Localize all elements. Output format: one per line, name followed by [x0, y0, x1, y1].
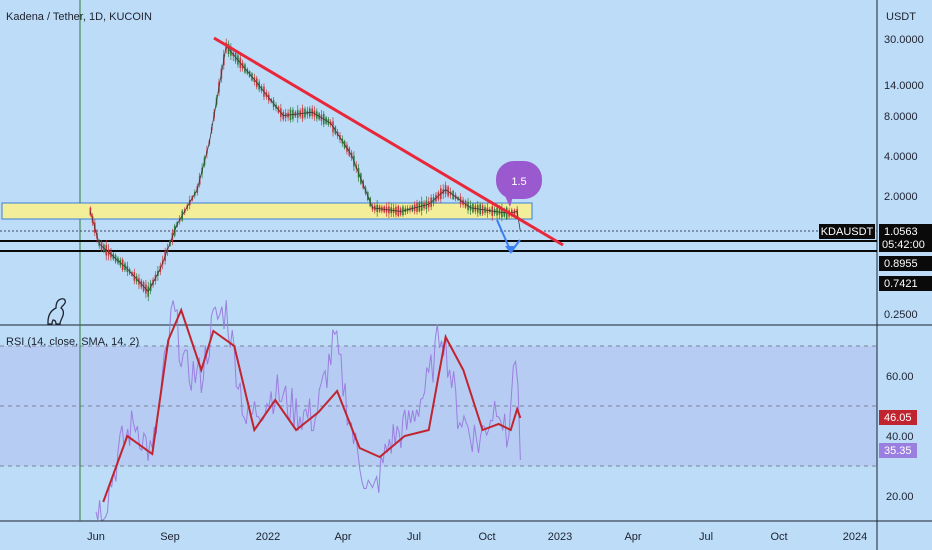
candle-body: [89, 207, 92, 216]
rsi-tick: 20.00: [886, 491, 914, 503]
price-tick: 0.2500: [884, 309, 918, 321]
rsi-sma-value-tag: 35.35: [879, 443, 917, 458]
time-label: Oct: [770, 531, 787, 543]
price-tick: 8.0000: [884, 111, 918, 123]
rsi-indicator-title[interactable]: RSI (14, close, SMA, 14, 2): [6, 336, 139, 348]
price-tick: 30.0000: [884, 34, 924, 46]
bar-countdown: 05:42:00: [882, 239, 925, 251]
price-tick: 2.0000: [884, 191, 918, 203]
chart-title: Kadena / Tether, 1D, KUCOIN: [6, 11, 152, 23]
support-zone-rectangle[interactable]: [1, 202, 533, 220]
svg-text:KDAUSDT: KDAUSDT: [821, 226, 874, 238]
callout-bubble-text: 1.5: [511, 176, 526, 188]
price-tick: 4.0000: [884, 151, 918, 163]
level-tag-2: 0.7421: [879, 276, 932, 291]
rsi-value-tag: 46.05: [879, 410, 917, 425]
time-label: 2022: [256, 531, 280, 543]
time-label: Apr: [624, 531, 641, 543]
time-label: Oct: [478, 531, 495, 543]
price-axis-currency: USDT: [886, 11, 916, 23]
time-label: 2023: [548, 531, 572, 543]
time-axis[interactable]: Jun Sep 2022 Apr Jul Oct 2023 Apr Jul Oc…: [87, 531, 867, 543]
descending-trendline[interactable]: [213, 36, 564, 247]
svg-text:0.7421: 0.7421: [884, 278, 918, 290]
time-label: Sep: [160, 531, 180, 543]
price-tick: 14.0000: [884, 80, 924, 92]
price-series-line: [89, 45, 521, 293]
rsi-tick: 40.00: [886, 431, 914, 443]
svg-text:0.8955: 0.8955: [884, 258, 918, 270]
rsi-line: [95, 300, 521, 521]
tradingview-dino-icon: [47, 298, 66, 325]
symbol-tag: KDAUSDT: [819, 224, 875, 239]
svg-text:46.05: 46.05: [884, 412, 912, 424]
rsi-sma-line: [102, 307, 522, 503]
time-label: 2024: [843, 531, 867, 543]
callout-bubble[interactable]: 1.5: [496, 161, 542, 207]
time-label: Jun: [87, 531, 105, 543]
svg-text:35.35: 35.35: [884, 445, 912, 457]
rsi-tick: 60.00: [886, 371, 914, 383]
last-price-value: 1.0563: [884, 226, 918, 238]
level-tag-1: 0.8955: [879, 256, 932, 271]
time-label: Jul: [407, 531, 421, 543]
time-label: Apr: [334, 531, 351, 543]
last-price-tag: 1.0563 05:42:00: [879, 224, 932, 252]
time-label: Jul: [699, 531, 713, 543]
projection-arrow[interactable]: [496, 219, 521, 254]
